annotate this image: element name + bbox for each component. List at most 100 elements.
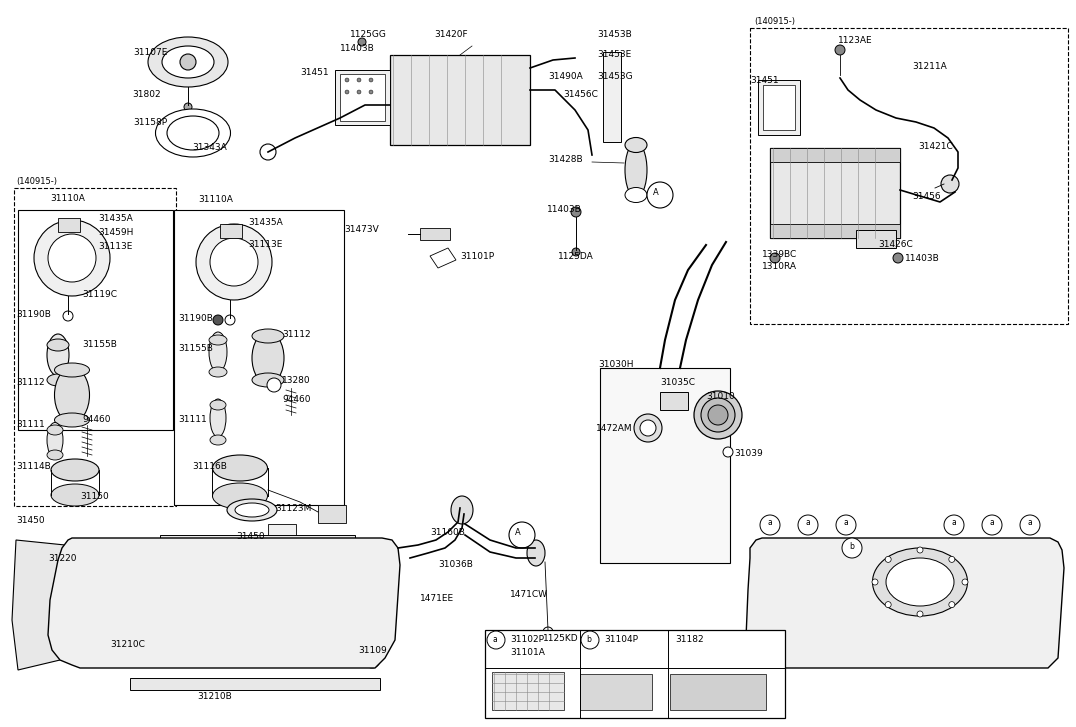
Circle shape [571, 207, 581, 217]
Text: 31111: 31111 [178, 415, 207, 424]
Text: 31112: 31112 [16, 378, 44, 387]
Circle shape [184, 103, 192, 111]
Text: 31123M: 31123M [275, 504, 311, 513]
Ellipse shape [210, 399, 226, 437]
Text: 31211A: 31211A [912, 62, 947, 71]
Circle shape [63, 311, 73, 321]
Text: 31036B: 31036B [438, 560, 472, 569]
Ellipse shape [210, 400, 226, 410]
Ellipse shape [708, 405, 728, 425]
Text: 11403B: 11403B [547, 205, 582, 214]
Circle shape [1020, 515, 1040, 535]
Bar [856, 230, 896, 248]
Bar [580, 674, 652, 710]
Circle shape [274, 547, 281, 553]
Text: 31150: 31150 [80, 492, 109, 501]
Circle shape [213, 315, 223, 325]
Text: 31220: 31220 [48, 554, 76, 563]
Text: 31453B: 31453B [597, 30, 632, 39]
Ellipse shape [47, 374, 69, 386]
Bar [492, 672, 564, 710]
Bar [14, 188, 176, 506]
Ellipse shape [156, 109, 230, 157]
Text: 1123AE: 1123AE [838, 36, 873, 45]
Circle shape [287, 567, 293, 573]
Circle shape [640, 420, 656, 436]
Circle shape [358, 38, 366, 46]
Bar [660, 392, 688, 410]
Ellipse shape [47, 339, 69, 351]
Ellipse shape [167, 116, 220, 150]
Text: 31102P: 31102P [510, 635, 544, 644]
Text: 31182: 31182 [675, 635, 704, 644]
Text: 31110A: 31110A [198, 195, 232, 204]
Bar [268, 524, 296, 538]
Circle shape [245, 539, 251, 545]
Circle shape [196, 224, 272, 300]
Text: a: a [767, 518, 773, 527]
Bar [670, 674, 766, 710]
Text: A: A [653, 188, 659, 197]
Text: 31116B: 31116B [192, 462, 227, 471]
Ellipse shape [209, 367, 227, 377]
Circle shape [835, 45, 845, 55]
Ellipse shape [212, 455, 268, 481]
Text: 31111: 31111 [16, 420, 45, 429]
Text: 1472AM: 1472AM [596, 424, 633, 433]
Text: 31158P: 31158P [133, 118, 167, 127]
Text: (140915-): (140915-) [754, 17, 795, 26]
Circle shape [210, 238, 258, 286]
Circle shape [723, 447, 733, 457]
Circle shape [260, 144, 277, 160]
Ellipse shape [252, 332, 284, 384]
Bar [750, 28, 1068, 324]
Text: 31435A: 31435A [98, 214, 132, 223]
Text: 31451: 31451 [300, 68, 328, 77]
Text: 31155B: 31155B [178, 344, 213, 353]
Text: 11403B: 11403B [905, 254, 939, 263]
Circle shape [345, 78, 349, 82]
Text: 31210B: 31210B [198, 692, 232, 701]
Circle shape [245, 595, 251, 601]
Ellipse shape [625, 137, 647, 153]
Text: 31802: 31802 [132, 90, 160, 99]
Circle shape [34, 220, 110, 296]
Bar [220, 224, 242, 238]
Text: 94460: 94460 [282, 395, 311, 404]
Text: 31104P: 31104P [604, 635, 638, 644]
Ellipse shape [527, 540, 546, 566]
Circle shape [357, 90, 362, 94]
Bar [340, 74, 385, 121]
Text: 31039: 31039 [734, 449, 763, 458]
Text: 31456C: 31456C [563, 90, 598, 99]
Ellipse shape [148, 37, 228, 87]
Ellipse shape [209, 335, 227, 345]
Bar [763, 85, 795, 130]
Text: 1310RA: 1310RA [762, 262, 797, 271]
Ellipse shape [252, 373, 284, 387]
Ellipse shape [55, 368, 89, 422]
Bar [58, 218, 80, 232]
Ellipse shape [203, 540, 293, 600]
Ellipse shape [47, 450, 63, 460]
Polygon shape [430, 248, 456, 268]
Text: 31160B: 31160B [430, 528, 465, 537]
Text: 31155B: 31155B [82, 340, 117, 349]
Ellipse shape [886, 558, 954, 606]
Text: 31190B: 31190B [16, 310, 51, 319]
Circle shape [267, 378, 281, 392]
Circle shape [962, 579, 968, 585]
Ellipse shape [451, 496, 473, 524]
Text: a: a [951, 518, 957, 527]
Text: 31459H: 31459H [98, 228, 133, 237]
Bar [770, 224, 900, 238]
Bar [600, 368, 730, 563]
Ellipse shape [209, 332, 227, 372]
Polygon shape [746, 538, 1064, 668]
Circle shape [369, 78, 373, 82]
Circle shape [836, 515, 856, 535]
Ellipse shape [625, 142, 647, 198]
Text: 31435A: 31435A [247, 218, 283, 227]
Polygon shape [48, 538, 400, 668]
Text: 31101A: 31101A [510, 648, 544, 657]
